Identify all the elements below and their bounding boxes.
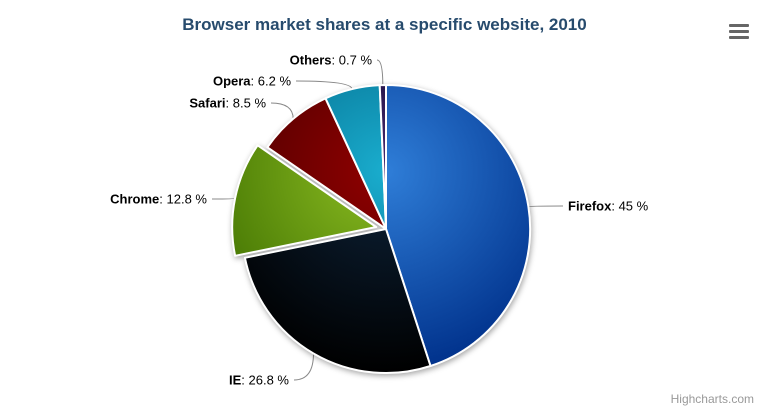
hamburger-icon: [729, 23, 749, 27]
pie-slice-others[interactable]: [378, 83, 387, 230]
label-connector: [527, 205, 564, 207]
context-menu-button[interactable]: [727, 20, 753, 42]
chart-title: Browser market shares at a specific webs…: [182, 15, 587, 34]
pie-label-firefox: Firefox: 45 %: [568, 198, 649, 214]
pie-label-chrome: Chrome: 12.8 %: [110, 191, 207, 207]
credits-link[interactable]: Highcharts.com: [670, 392, 754, 406]
label-connector: [295, 80, 353, 90]
pie-slice-chrome[interactable]: [231, 144, 378, 257]
label-connector: [376, 59, 384, 86]
pie-slices: [231, 83, 532, 375]
pie-label-opera: Opera: 6.2 %: [212, 73, 291, 89]
pie-slice-ie[interactable]: [243, 228, 432, 375]
pie-slice-firefox[interactable]: [385, 84, 532, 367]
hamburger-icon: [729, 29, 749, 33]
pie-label-safari: Safari: 8.5 %: [189, 95, 266, 111]
label-connector: [270, 102, 294, 119]
label-connector: [293, 353, 314, 381]
pie-label-ie: IE: 26.8 %: [229, 372, 289, 388]
label-connector: [211, 197, 236, 200]
pie-label-others: Others: 0.7 %: [289, 52, 372, 68]
hamburger-icon: [729, 35, 749, 39]
